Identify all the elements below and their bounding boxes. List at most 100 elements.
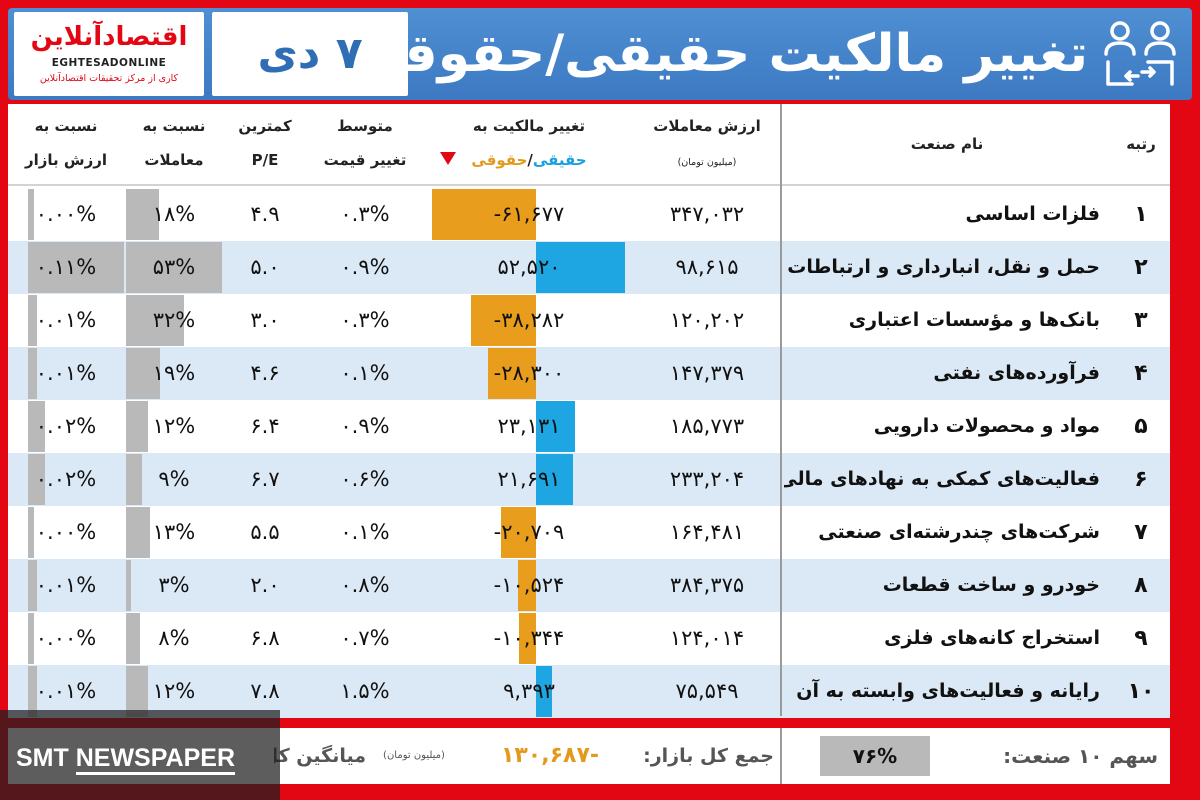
real-inflow-bar xyxy=(536,666,552,717)
real-inflow-bar xyxy=(536,242,625,293)
col-trade-share-l2: معاملات xyxy=(144,151,204,169)
ownership-change-cell: ۵۲,۵۲۰ xyxy=(424,241,634,294)
col-ownership-change-label: تغییر مالکیت به xyxy=(472,117,586,135)
trade-value-cell: ۳۸۴,۳۷۵ xyxy=(669,573,745,597)
min-pe-cell: ۶.۴ xyxy=(250,414,280,438)
table-row: ۹ استخراج کانه‌های فلزی ۱۲۴,۰۱۴ -۱۰,۳۴۴ ۰.۷%… xyxy=(8,612,1170,665)
top10-share-label: سهم ۱۰ صنعت: xyxy=(1003,744,1158,768)
market-share-cell: ۰.۰۱% xyxy=(8,347,124,400)
min-pe-cell: ۵.۰ xyxy=(250,255,280,279)
trade-share-value: ۱۹% xyxy=(152,361,196,385)
market-share-cell: ۰.۱۱% xyxy=(8,241,124,294)
ownership-change-cell: -۲۰,۷۰۹ xyxy=(424,506,634,559)
market-share-value: ۰.۰۰% xyxy=(35,202,97,226)
industry-name: استخراج کانه‌های فلزی xyxy=(884,627,1100,649)
legal-inflow-bar xyxy=(488,348,536,399)
trade-value-cell: ۱۶۴,۴۸۱ xyxy=(669,520,745,544)
legal-inflow-bar xyxy=(518,613,536,664)
table-header: رتبه نام صنعت ارزش معاملات (میلیون تومان… xyxy=(8,104,1170,186)
trade-share-value: ۳% xyxy=(158,573,190,597)
market-share-bar xyxy=(28,666,37,717)
table-row: ۷ شرکت‌های چندرشته‌ای صنعتی ۱۶۴,۴۸۱ -۲۰,۷۰۹… xyxy=(8,506,1170,559)
market-share-bar xyxy=(28,454,46,505)
min-pe-cell: ۶.۸ xyxy=(250,626,280,650)
market-share-bar xyxy=(28,242,124,293)
table-row: ۱۰ رایانه و فعالیت‌های وابسته به آن ۷۵,۵۴۹… xyxy=(8,665,1170,718)
ownership-change-cell: ۲۳,۱۳۱ xyxy=(424,400,634,453)
ownership-change-value: -۲۰,۷۰۹ xyxy=(493,520,565,544)
col-min-pe-l2: P/E xyxy=(251,151,279,169)
avg-price-change-cell: ۰.۱% xyxy=(340,361,390,385)
trade-value-cell: ۱۸۵,۷۷۳ xyxy=(669,414,745,438)
market-share-value: ۰.۰۱% xyxy=(35,308,97,332)
col-ownership-change: تغییر مالکیت به حقیقی/حقوقی xyxy=(424,104,634,186)
table-row: ۱ فلزات اساسی ۳۴۷,۰۳۲ -۶۱,۶۷۷ ۰.۳% ۴.۹ ۱۸% ۰.۰۰… xyxy=(8,188,1170,241)
header-banner: اقتصادآنلاین EGHTESADONLINE کاری از مرکز… xyxy=(8,8,1192,100)
real-inflow-bar xyxy=(536,454,573,505)
market-total-label: جمع کل بازار: xyxy=(643,745,774,767)
trade-share-cell: ۱۳% xyxy=(126,506,222,559)
ownership-change-value: -۳۸,۲۸۲ xyxy=(493,308,565,332)
logo-wordmark: اقتصادآنلاین xyxy=(30,22,188,52)
legal-inflow-bar xyxy=(518,560,536,611)
avg-price-change-cell: ۰.۳% xyxy=(340,308,390,332)
table-row: ۳ بانک‌ها و مؤسسات اعتباری ۱۲۰,۲۰۲ -۳۸,۲۸۲ ۰… xyxy=(8,294,1170,347)
trade-share-value: ۹% xyxy=(158,467,190,491)
col-rank-label: رتبه xyxy=(1126,135,1156,153)
market-share-cell: ۰.۰۱% xyxy=(8,665,124,718)
trade-value-cell: ۲۳۳,۲۰۴ xyxy=(669,467,745,491)
ownership-change-value: -۲۸,۳۰۰ xyxy=(493,361,565,385)
footer-divider xyxy=(780,728,782,784)
market-share-cell: ۰.۰۲% xyxy=(8,400,124,453)
trade-share-bar xyxy=(126,295,184,346)
page-title: تغییر مالکیت حقیقی/حقوقی xyxy=(351,24,1088,84)
industry-name: خودرو و ساخت قطعات xyxy=(882,574,1100,596)
trade-value-cell: ۱۴۷,۳۷۹ xyxy=(669,361,745,385)
col-rank: رتبه xyxy=(1112,104,1170,186)
trade-share-value: ۳۲% xyxy=(152,308,196,332)
ownership-change-value: ۹,۳۹۳ xyxy=(503,679,555,703)
ownership-transfer-icon xyxy=(1104,21,1176,86)
trade-share-cell: ۱۸% xyxy=(126,188,222,241)
logo[interactable]: اقتصادآنلاین EGHTESADONLINE کاری از مرکز… xyxy=(14,12,204,96)
trade-share-value: ۱۲% xyxy=(152,414,196,438)
col-trade-value-label: ارزش معاملات xyxy=(653,117,761,135)
market-share-value: ۰.۰۲% xyxy=(35,414,97,438)
market-share-cell: ۰.۰۱% xyxy=(8,294,124,347)
legend-separator: / xyxy=(527,151,533,169)
watermark-text: SMT NEWSPAPER xyxy=(16,738,266,778)
trade-share-value: ۵۳% xyxy=(152,255,196,279)
watermark-newspaper: NEWSPAPER xyxy=(75,744,235,775)
industry-name: فلزات اساسی xyxy=(965,203,1100,225)
legal-inflow-bar xyxy=(471,295,536,346)
trade-share-bar xyxy=(126,348,161,399)
ownership-legend: حقیقی/حقوقی xyxy=(424,150,634,170)
market-share-value: ۰.۰۲% xyxy=(35,467,97,491)
trade-share-cell: ۱۲% xyxy=(126,665,222,718)
rank-cell: ۵ xyxy=(1134,414,1148,439)
column-divider xyxy=(780,104,782,716)
trade-value-cell: ۳۴۷,۰۳۲ xyxy=(669,202,745,226)
min-pe-cell: ۴.۹ xyxy=(250,202,280,226)
min-pe-cell: ۳.۰ xyxy=(250,308,280,332)
avg-price-change-cell: ۰.۸% xyxy=(340,573,390,597)
market-share-bar xyxy=(28,560,37,611)
trade-share-value: ۱۸% xyxy=(152,202,196,226)
market-share-bar xyxy=(28,348,37,399)
trade-value-cell: ۷۵,۵۴۹ xyxy=(675,679,739,703)
trade-share-value: ۱۲% xyxy=(152,679,196,703)
trade-share-bar xyxy=(126,507,150,558)
rank-cell: ۳ xyxy=(1134,308,1148,333)
col-avg-price-l1: متوسط xyxy=(337,117,393,135)
trade-share-cell: ۵۳% xyxy=(126,241,222,294)
col-industry: نام صنعت xyxy=(784,104,1110,186)
avg-price-change-cell: ۰.۷% xyxy=(340,626,390,650)
industry-name: حمل و نقل، انبارداری و ارتباطات xyxy=(787,256,1100,278)
industry-name: فعالیت‌های کمکی به نهادهای مالی xyxy=(784,468,1100,490)
rank-cell: ۹ xyxy=(1134,626,1148,651)
average-label: میانگین کل xyxy=(274,745,366,767)
market-share-cell: ۰.۰۰% xyxy=(8,188,124,241)
trade-share-cell: ۸% xyxy=(126,612,222,665)
trade-share-cell: ۳۲% xyxy=(126,294,222,347)
